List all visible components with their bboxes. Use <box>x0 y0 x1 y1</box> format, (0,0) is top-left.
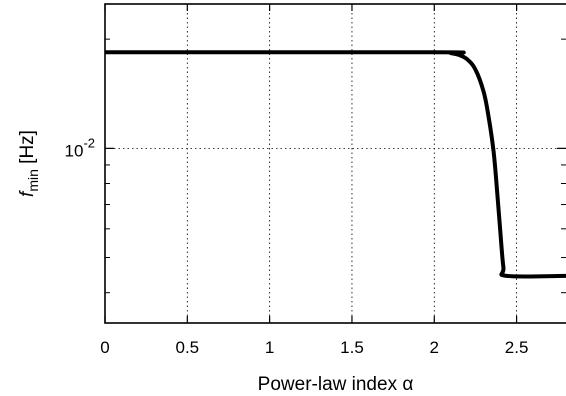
y-axis-label-unit: [Hz] <box>17 130 38 169</box>
series-line <box>104 50 566 279</box>
x-tick-label: 0 <box>100 338 109 357</box>
x-tick-label: 0.5 <box>176 338 200 357</box>
y-minor-ticks <box>105 38 566 294</box>
y-axis-label-main: f <box>17 190 38 197</box>
y-axis-label: fmin [Hz] <box>17 130 41 197</box>
grid <box>104 4 566 323</box>
x-tick-label: 1 <box>265 338 274 357</box>
plot-frame <box>104 3 566 324</box>
y-tick-label: 10-2 <box>65 135 95 160</box>
y-axis-label-sub: min <box>25 169 41 192</box>
y-tick-label-exponent: -2 <box>83 135 95 150</box>
x-tick-labels: 0 0.5 1 1.5 2 2.5 <box>100 338 528 357</box>
x-tick-label: 2.5 <box>505 338 529 357</box>
x-axis-label: Power-law index α <box>258 374 414 395</box>
x-tick-label: 2 <box>430 338 439 357</box>
y-tick-labels: 10-2 <box>65 135 95 160</box>
series-layer <box>104 50 566 279</box>
y-tick-label-base: 10 <box>65 141 84 160</box>
x-tick-label: 1.5 <box>340 338 364 357</box>
